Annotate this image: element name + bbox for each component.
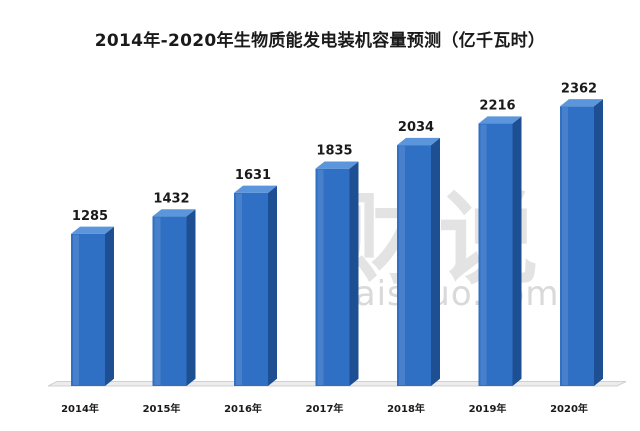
bar-top	[315, 161, 359, 169]
chart-title: 2014年-2020年生物质能发电装机容量预测（亿千瓦时）	[94, 31, 546, 51]
bar-front	[152, 216, 187, 386]
bar-top	[71, 226, 114, 234]
bar-side	[349, 161, 359, 386]
x-tick-label: 2020年	[550, 402, 588, 415]
bar-highlight	[73, 234, 79, 385]
bar-highlight	[399, 146, 405, 385]
bar-top	[152, 209, 196, 217]
data-label: 2034	[398, 120, 434, 135]
bar-side	[431, 137, 440, 386]
data-label: 1285	[72, 209, 108, 224]
data-label: 2216	[479, 99, 515, 114]
x-tick-label: 2016年	[224, 402, 262, 415]
bar	[71, 226, 114, 386]
bar-front	[315, 168, 350, 386]
bar	[397, 137, 440, 386]
bar	[152, 209, 196, 386]
bar-side	[186, 209, 196, 386]
bar-front	[397, 145, 431, 386]
bar-side	[512, 116, 522, 386]
bar	[315, 161, 359, 386]
x-tick-label: 2015年	[143, 402, 181, 415]
x-tick-label: 2018年	[387, 402, 425, 415]
bar-front	[71, 233, 105, 386]
bar-side	[268, 185, 277, 386]
bar-highlight	[480, 124, 487, 385]
x-tick-label: 2017年	[306, 402, 344, 415]
bar-side	[594, 99, 603, 387]
bar-front	[234, 192, 268, 386]
data-label: 1835	[316, 144, 352, 159]
bar-highlight	[154, 217, 161, 385]
data-label: 2362	[561, 81, 597, 96]
bar-top	[478, 116, 522, 124]
bar	[234, 185, 277, 386]
bar-top	[560, 99, 603, 107]
x-tick-label: 2019年	[469, 402, 507, 415]
bar-top	[397, 137, 440, 146]
bar	[560, 99, 603, 387]
data-label: 1631	[235, 168, 271, 183]
bar-highlight	[562, 107, 568, 385]
bar-front	[560, 106, 594, 386]
bar-front	[478, 123, 513, 386]
x-tick-label: 2014年	[61, 402, 99, 415]
bar	[478, 116, 522, 386]
bar-top	[234, 185, 277, 193]
bar-highlight	[236, 193, 242, 385]
data-label: 1432	[153, 191, 189, 206]
bar-side	[105, 226, 114, 386]
bar-highlight	[317, 169, 324, 385]
